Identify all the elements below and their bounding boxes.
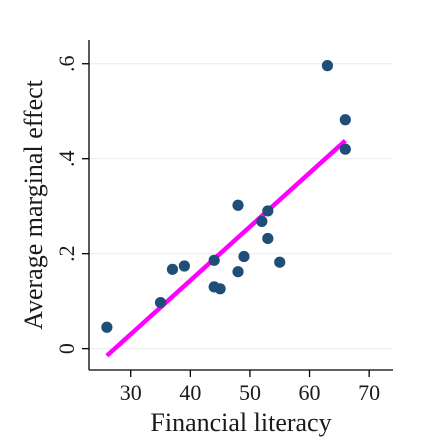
data-point: [178, 260, 190, 272]
data-point: [232, 266, 244, 278]
data-point: [321, 60, 334, 72]
data-point: [262, 205, 274, 217]
data-point: [166, 263, 179, 275]
data-point: [214, 283, 226, 295]
axis-ticks: 0 .2 .4 .6 30 40 50 60 70: [54, 55, 380, 405]
data-point: [154, 296, 167, 309]
data-point: [339, 143, 351, 155]
x-axis-title: Financial literacy: [150, 408, 331, 437]
x-tick-label: 60: [299, 380, 321, 405]
data-point: [101, 321, 113, 333]
x-tick-label: 50: [239, 380, 261, 405]
data-point: [274, 256, 286, 268]
data-point: [232, 199, 244, 211]
x-tick-label: 30: [120, 380, 142, 405]
grid-lines: [89, 63, 393, 350]
fit-line: [105, 138, 347, 358]
y-tick-label: .6: [54, 55, 79, 72]
data-point: [208, 254, 220, 266]
y-tick-label: .4: [54, 150, 79, 167]
axes: [88, 40, 393, 371]
y-tick-label: 0: [54, 343, 79, 354]
data-point: [262, 232, 274, 245]
data-point: [256, 215, 268, 227]
data-points: [101, 60, 351, 333]
fit-line-group: [105, 138, 347, 358]
x-tick-label: 40: [179, 380, 201, 405]
y-tick-label: .2: [54, 245, 79, 262]
data-point: [339, 114, 351, 126]
data-point: [238, 250, 250, 263]
x-tick-label: 70: [358, 380, 380, 405]
y-axis-title: Average marginal effect: [19, 79, 48, 330]
